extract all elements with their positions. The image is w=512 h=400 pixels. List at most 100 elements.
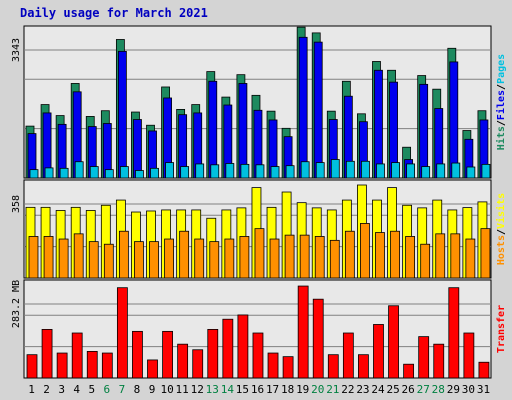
bar-files-13 <box>208 80 218 179</box>
bar-transfer-5 <box>86 351 98 379</box>
panel-transfer: 283.2 MB Transfer <box>11 279 507 379</box>
side-label-part: Hits <box>495 126 507 150</box>
bar-transfer-8 <box>132 330 143 379</box>
bar-transfer-29 <box>448 287 460 379</box>
bar-hosts-19 <box>299 234 310 279</box>
bars <box>25 26 491 179</box>
x-tick-label: 26 <box>402 383 415 396</box>
bar-pages-5 <box>89 166 99 179</box>
bar-transfer-4 <box>71 332 83 379</box>
bar-pages-18 <box>285 165 295 179</box>
bar-files-7 <box>117 50 127 179</box>
y-max-label: 283.2 MB <box>11 280 22 328</box>
bar-hosts-18 <box>284 234 295 279</box>
bar-transfer-10 <box>162 330 173 379</box>
bars <box>26 285 490 379</box>
x-axis-labels: 1 2 3 4 5 6 7 8 9 10 11 12 13 14 15 16 17 18 19 20 21 22 23 24 2… <box>28 383 490 396</box>
bar-hosts-29 <box>450 233 461 279</box>
bar-transfer-15 <box>237 314 249 379</box>
bar-transfer-6 <box>101 352 113 379</box>
x-tick-label: 15 <box>236 383 249 396</box>
bar-transfer-31 <box>478 361 490 379</box>
bar-pages-27 <box>421 166 431 179</box>
x-tick-label: 18 <box>281 383 294 396</box>
bar-pages-29 <box>451 162 461 179</box>
x-tick-label: 25 <box>386 383 399 396</box>
bar-hosts-16 <box>254 228 265 279</box>
x-tick-label: 29 <box>447 383 460 396</box>
bar-pages-9 <box>150 167 159 179</box>
bar-hosts-3 <box>58 238 69 279</box>
panel-side-label: Transfer <box>496 305 507 353</box>
bar-hosts-27 <box>420 243 431 279</box>
bar-pages-17 <box>270 166 280 179</box>
side-label-part: Files <box>495 90 507 120</box>
bar-pages-25 <box>391 162 400 179</box>
bar-pages-22 <box>345 160 355 179</box>
bar-transfer-19 <box>297 285 309 379</box>
x-tick-label: 22 <box>341 383 354 396</box>
bar-pages-2 <box>44 167 54 179</box>
bar-hosts-23 <box>360 223 370 279</box>
bar-hosts-9 <box>149 241 159 279</box>
x-tick-label: 24 <box>371 383 385 396</box>
x-tick-label: 31 <box>477 383 490 396</box>
bar-pages-3 <box>59 167 69 179</box>
bar-pages-28 <box>436 163 446 179</box>
bar-transfer-7 <box>116 287 128 379</box>
x-tick-label: 6 <box>104 383 111 396</box>
bar-pages-13 <box>210 164 220 179</box>
bar-files-19 <box>298 36 308 179</box>
bar-transfer-25 <box>388 305 399 379</box>
bar-hosts-14 <box>224 238 235 279</box>
x-tick-label: 19 <box>296 383 309 396</box>
bars <box>25 184 491 279</box>
bar-transfer-22 <box>342 332 354 379</box>
bar-hosts-30 <box>465 238 476 279</box>
bar-hosts-22 <box>344 230 355 279</box>
bar-transfer-2 <box>41 328 53 379</box>
bar-pages-21 <box>330 159 340 179</box>
bar-hosts-11 <box>179 230 190 279</box>
bar-transfer-24 <box>373 324 384 379</box>
bar-pages-30 <box>466 166 476 179</box>
bar-pages-24 <box>376 163 385 179</box>
bar-files-24 <box>374 69 383 179</box>
x-tick-label: 11 <box>176 383 189 396</box>
bar-pages-20 <box>315 162 325 179</box>
x-tick-label: 30 <box>462 383 475 396</box>
bar-transfer-26 <box>403 363 415 379</box>
bar-transfer-14 <box>222 318 234 379</box>
panel-side-label: Hits/Files/Pages <box>495 54 507 150</box>
side-label-part: / <box>496 84 507 90</box>
bar-hosts-1 <box>28 236 39 279</box>
bar-transfer-11 <box>177 343 189 379</box>
x-tick-label: 13 <box>206 383 219 396</box>
x-tick-label: 1 <box>28 383 35 396</box>
bar-hosts-8 <box>134 241 144 279</box>
x-tick-label: 28 <box>432 383 445 396</box>
x-tick-label: 20 <box>311 383 324 396</box>
bar-hosts-15 <box>239 236 250 279</box>
bar-pages-16 <box>255 164 265 179</box>
bar-transfer-9 <box>147 359 158 379</box>
bar-files-8 <box>133 119 142 179</box>
bar-transfer-13 <box>207 328 219 379</box>
bar-hosts-21 <box>329 239 340 279</box>
bar-hosts-13 <box>209 241 220 279</box>
bar-transfer-28 <box>433 343 445 379</box>
bar-hosts-2 <box>43 236 54 279</box>
side-label-part: / <box>496 229 507 235</box>
bar-pages-6 <box>104 169 114 179</box>
bar-hosts-5 <box>88 241 99 279</box>
bar-transfer-17 <box>267 352 279 379</box>
side-label-part: Pages <box>496 54 507 84</box>
bar-hosts-28 <box>435 233 446 279</box>
bar-transfer-16 <box>252 332 264 379</box>
bar-pages-8 <box>135 170 144 179</box>
bar-hosts-6 <box>103 243 114 279</box>
bar-hosts-4 <box>73 233 84 279</box>
bar-pages-23 <box>361 160 370 179</box>
bar-hosts-20 <box>314 236 325 279</box>
